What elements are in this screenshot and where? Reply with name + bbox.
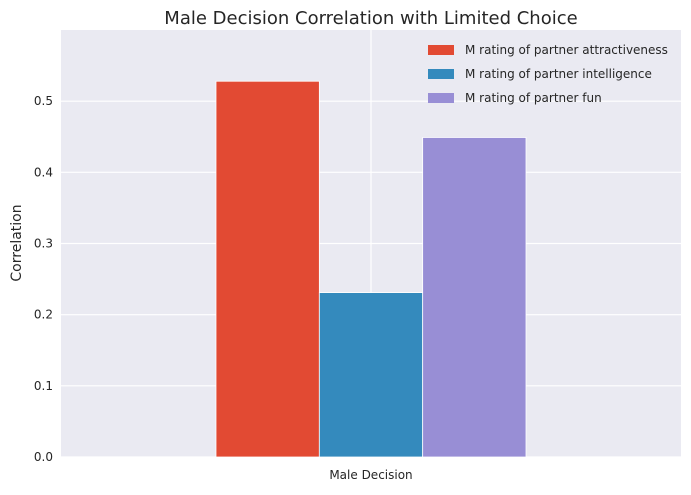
legend-label: M rating of partner fun	[465, 91, 602, 105]
legend-swatch	[428, 69, 454, 79]
legend-swatch	[428, 93, 454, 103]
y-tick-label: 0.2	[34, 308, 53, 322]
legend-label: M rating of partner intelligence	[465, 67, 652, 81]
bar-3	[422, 137, 527, 458]
y-tick-label: 0.4	[34, 165, 53, 179]
legend-swatch	[428, 45, 454, 55]
y-tick-label: 0.5	[34, 94, 53, 108]
x-axis-ticks: Male Decision	[329, 468, 412, 482]
bar-1	[215, 80, 320, 458]
y-tick-label: 0.3	[34, 237, 53, 251]
bar-2	[318, 292, 424, 458]
y-tick-label: 0.1	[34, 379, 53, 393]
legend-label: M rating of partner attractiveness	[465, 43, 668, 57]
y-axis-label: Correlation	[9, 204, 25, 281]
x-tick-label: Male Decision	[329, 468, 412, 482]
bars	[215, 80, 527, 458]
y-axis-ticks: 0.0 0.1 0.2 0.3 0.4 0.5	[34, 94, 53, 464]
chart-title: Male Decision Correlation with Limited C…	[164, 8, 577, 29]
legend: M rating of partner attractiveness M rati…	[428, 43, 668, 105]
y-tick-label: 0.0	[34, 450, 53, 464]
